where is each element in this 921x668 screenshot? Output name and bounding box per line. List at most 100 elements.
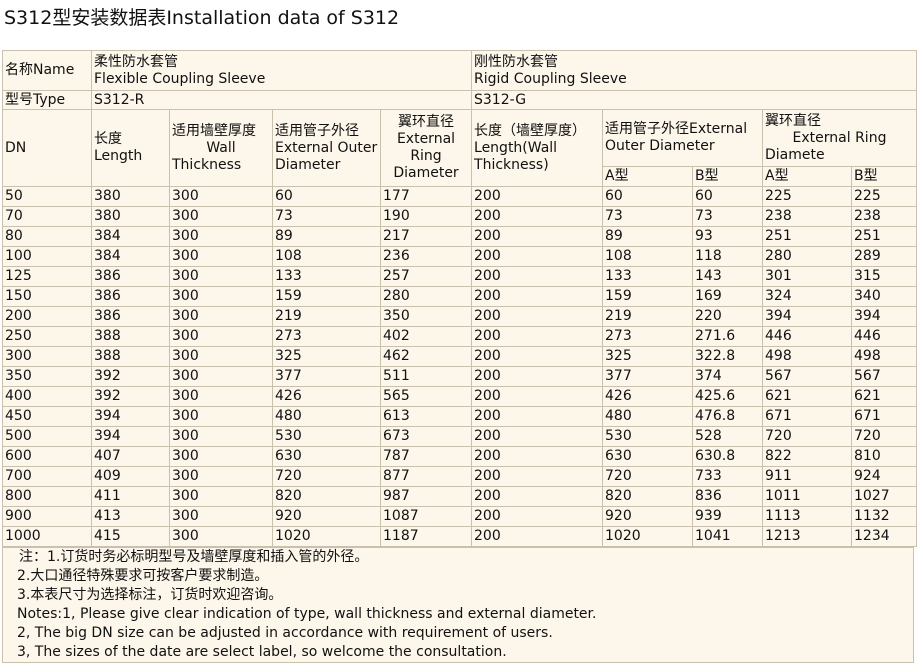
table-cell: 1027 bbox=[851, 486, 918, 507]
table-cell: 630 bbox=[602, 446, 694, 467]
table-cell: 384 bbox=[91, 246, 170, 267]
rigid-length-cn: 长度（墙壁厚度） bbox=[474, 122, 587, 139]
table-cell: 400 bbox=[2, 386, 92, 407]
table-cell: 200 bbox=[471, 406, 604, 427]
table-cell: 300 bbox=[169, 446, 273, 467]
table-cell: 100 bbox=[2, 246, 92, 267]
table-cell: 190 bbox=[379, 206, 473, 227]
table-cell: 600 bbox=[2, 446, 92, 467]
length-en: Length bbox=[94, 148, 143, 164]
table-cell: 1000 bbox=[2, 526, 92, 547]
table-row: 600 407 300 630 787 200 630 630.8 822 810 bbox=[2, 446, 918, 467]
table-cell: 118 bbox=[692, 246, 764, 267]
table-cell: 350 bbox=[2, 366, 92, 387]
table-cell: 450 bbox=[2, 406, 92, 427]
table-cell: 300 bbox=[169, 306, 273, 327]
table-cell: 238 bbox=[851, 206, 918, 227]
notes-section: 注：1.订货时务必标明型号及墙壁厚度和插入管的外径。 2.大口通径特殊要求可按客… bbox=[2, 547, 914, 663]
table-cell: 511 bbox=[379, 366, 473, 387]
table-cell: 200 bbox=[471, 326, 604, 347]
table-cell: 402 bbox=[379, 326, 473, 347]
table-cell: 446 bbox=[851, 326, 918, 347]
table-cell: 446 bbox=[762, 326, 853, 347]
table-cell: 1020 bbox=[272, 526, 381, 547]
table-cell: 50 bbox=[2, 186, 92, 207]
table-cell: 200 bbox=[471, 246, 604, 267]
table-cell: 273 bbox=[272, 326, 381, 347]
table-cell: 350 bbox=[379, 306, 473, 327]
table-cell: 125 bbox=[2, 266, 92, 287]
table-cell: 340 bbox=[851, 286, 918, 307]
table-cell: 621 bbox=[851, 386, 918, 407]
table-cell: 200 bbox=[471, 486, 604, 507]
table-cell: 200 bbox=[471, 226, 604, 247]
table-cell: 200 bbox=[471, 206, 604, 227]
flexible-cn-label: 柔性防水套管 bbox=[94, 53, 178, 70]
table-cell: 630 bbox=[272, 446, 381, 467]
note-en-1: Notes:1, Please give clear indication of… bbox=[17, 606, 597, 622]
wall-en-1: Wall bbox=[206, 139, 236, 156]
table-cell: 1041 bbox=[692, 526, 764, 547]
table-cell: 217 bbox=[379, 226, 473, 247]
table-cell: 987 bbox=[379, 486, 473, 507]
length-header: 长度 Length bbox=[91, 109, 170, 187]
table-cell: 911 bbox=[762, 466, 853, 487]
table-cell: 498 bbox=[762, 346, 853, 367]
table-cell: 200 bbox=[471, 466, 604, 487]
dn-header: DN bbox=[2, 109, 92, 187]
rigid-ring-en-1: External Ring bbox=[792, 129, 887, 146]
table-cell: 177 bbox=[379, 186, 473, 207]
table-cell: 300 bbox=[169, 426, 273, 447]
table-cell: 300 bbox=[169, 346, 273, 367]
table-cell: 1087 bbox=[379, 506, 473, 527]
table-cell: 836 bbox=[692, 486, 764, 507]
table-cell: 300 bbox=[169, 366, 273, 387]
outer-en: External Outer Diameter bbox=[275, 139, 378, 173]
table-cell: 388 bbox=[91, 346, 170, 367]
table-cell: 671 bbox=[762, 406, 853, 427]
table-cell: 300 bbox=[169, 186, 273, 207]
table-cell: 143 bbox=[692, 266, 764, 287]
rigid-outer-header: 适用管子外径External Outer Diameter bbox=[602, 109, 764, 167]
length-cn: 长度 bbox=[94, 131, 122, 147]
type-label-cell: 型号Type bbox=[2, 90, 92, 110]
table-cell: 300 bbox=[169, 326, 273, 347]
table-cell: 133 bbox=[602, 266, 694, 287]
table-row: 450 394 300 480 613 200 480 476.8 671 671 bbox=[2, 406, 918, 427]
table-cell: 300 bbox=[169, 266, 273, 287]
table-cell: 159 bbox=[602, 286, 694, 307]
note-cn-3: 3.本表尺寸为选择标注，订货时欢迎咨询。 bbox=[17, 587, 283, 603]
rigid-ring-cn: 翼环直径 bbox=[765, 112, 822, 129]
table-cell: 200 bbox=[471, 346, 604, 367]
wall-cn: 适用墙壁厚度 bbox=[172, 122, 256, 139]
rigid-cn-label: 刚性防水套管 bbox=[474, 53, 559, 70]
table-cell: 1213 bbox=[762, 526, 853, 547]
table-cell: 1011 bbox=[762, 486, 853, 507]
rigid-length-en: Length(Wall Thickness) bbox=[474, 139, 558, 173]
rigid-en-label: Rigid Coupling Sleeve bbox=[474, 70, 627, 87]
type-g-cell: S312-G bbox=[471, 90, 918, 110]
table-row: 800 411 300 820 987 200 820 836 1011 1027 bbox=[2, 486, 918, 507]
table-cell: 820 bbox=[602, 486, 694, 507]
page-title: S312型安装数据表Installation data of S312 bbox=[4, 7, 400, 29]
table-cell: 251 bbox=[851, 226, 918, 247]
table-cell: 300 bbox=[169, 466, 273, 487]
table-cell: 920 bbox=[272, 506, 381, 527]
table-cell: 374 bbox=[692, 366, 764, 387]
table-cell: 301 bbox=[762, 266, 853, 287]
table-row: 700 409 300 720 877 200 720 733 911 924 bbox=[2, 466, 918, 487]
table-cell: 1187 bbox=[379, 526, 473, 547]
table-cell: 1020 bbox=[602, 526, 694, 547]
table-cell: 411 bbox=[91, 486, 170, 507]
table-row: 200 386 300 219 350 200 219 220 394 394 bbox=[2, 306, 918, 327]
table-cell: 394 bbox=[851, 306, 918, 327]
table-cell: 530 bbox=[272, 426, 381, 447]
table-row: 70 380 300 73 190 200 73 73 238 238 bbox=[2, 206, 918, 227]
table-cell: 219 bbox=[602, 306, 694, 327]
table-cell: 720 bbox=[272, 466, 381, 487]
table-cell: 413 bbox=[91, 506, 170, 527]
table-row: 50 380 300 60 177 200 60 60 225 225 bbox=[2, 186, 918, 207]
table-cell: 567 bbox=[762, 366, 853, 387]
table-cell: 900 bbox=[2, 506, 92, 527]
table-cell: 720 bbox=[851, 426, 918, 447]
